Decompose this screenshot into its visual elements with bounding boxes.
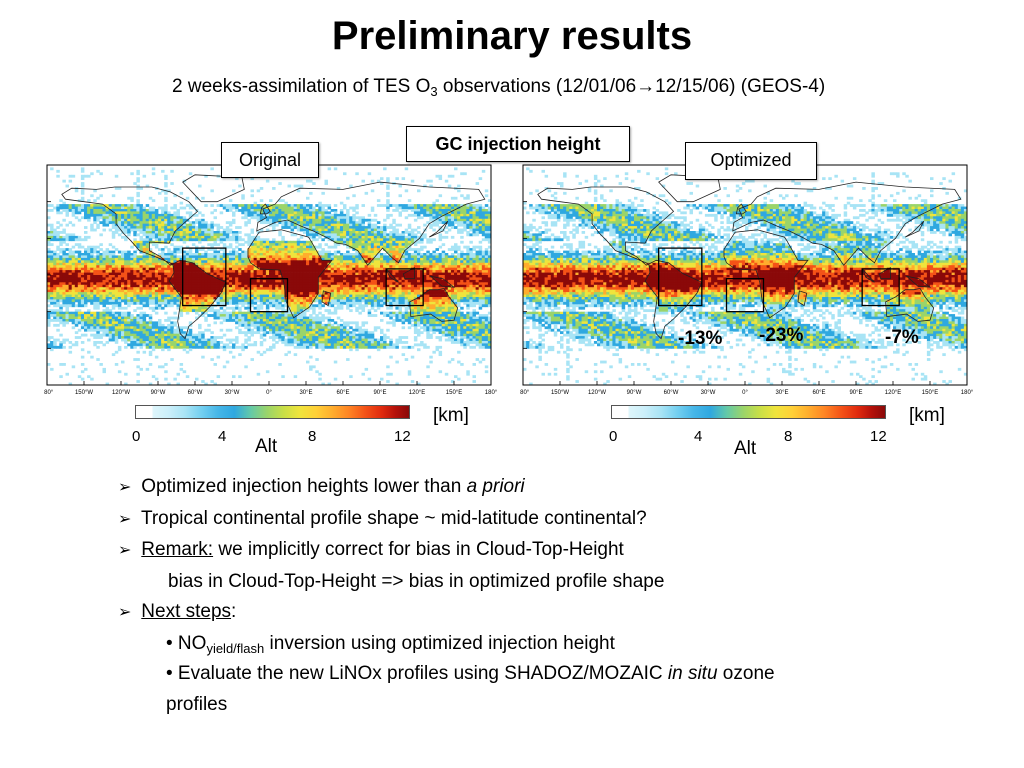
original-colorbar-tick: 0 [132, 428, 141, 445]
bullet-list: ➢ Optimized injection heights lower than… [118, 472, 998, 720]
arrow-right-icon: → [636, 76, 656, 97]
bullet-text: Optimized injection heights lower than [141, 476, 467, 497]
subtitle-subscript: 3 [430, 84, 438, 99]
original-colorbar [135, 405, 410, 419]
subtitle-text-after: 12/15/06) (GEOS-4) [655, 76, 826, 97]
original-colorbar-tick: 12 [394, 428, 411, 445]
optimized-colorbar-gradient [612, 406, 885, 418]
subtitle-text-mid: observations (12/01/06 [437, 76, 637, 97]
sub-bullet-text: NO [172, 632, 207, 654]
optimized-panel-label: Optimized [685, 142, 817, 180]
dot-bullet-icon: • [166, 663, 173, 684]
bullet-italic: a priori [466, 476, 525, 497]
dot-bullet-icon: • [166, 632, 173, 654]
original-colorbar-tick: 8 [308, 428, 317, 445]
original-map: 60°N30°N0°30°S60°S180°150°W120°W90°W60°W… [44, 163, 497, 403]
optimized-map: 60°N30°N0°30°S60°S180°150°W120°W90°W60°W… [520, 163, 973, 403]
sub-bullet-subscript: yield/flash [206, 640, 265, 656]
original-panel-label: Original [221, 142, 319, 178]
slide-title: Preliminary results [331, 14, 693, 58]
arrow-bullet-icon: ➢ [118, 542, 132, 559]
maritime-continent-change-label: -7% [885, 327, 919, 348]
sub-bullet-italic: in situ [667, 663, 718, 684]
africa-change-label: -23% [759, 325, 804, 346]
bullet-item: ➢ Remark: we implicitly correct for bias… [118, 535, 998, 567]
bullet-underlined: Next steps [141, 601, 232, 622]
sub-bullet-text: inversion using optimized injection heig… [264, 632, 615, 654]
original-colorbar-unit: [km] [433, 405, 469, 426]
sub-bullet-wrap: profiles [166, 693, 228, 715]
subtitle-text-before: 2 weeks-assimilation of TES O [172, 76, 431, 97]
arrow-bullet-icon: ➢ [118, 510, 132, 528]
bullet-item: ➢ Optimized injection heights lower than… [118, 472, 998, 504]
bullet-text: Tropical continental profile shape ~ mid… [140, 507, 647, 529]
bullet-item: ➢ Tropical continental profile shape ~ m… [118, 504, 998, 536]
optimized-map-figure: 60°N30°N0°30°S60°S180°150°W120°W90°W60°W… [520, 164, 973, 396]
optimized-colorbar-tick: 12 [870, 428, 887, 445]
bullet-text: : [231, 601, 237, 622]
original-colorbar-label: Alt [255, 436, 278, 457]
bullet-continuation: bias in Cloud-Top-Height => bias in opti… [168, 570, 665, 592]
original-colorbar-gradient [136, 406, 409, 418]
bullet-underlined: Remark: [141, 539, 214, 560]
arrow-bullet-icon: ➢ [118, 604, 132, 621]
optimized-colorbar-tick: 4 [694, 428, 703, 445]
optimized-colorbar-tick: 0 [609, 428, 618, 445]
sub-bullet-text: ozone [717, 663, 775, 684]
bullet-item: ➢ Next steps: [118, 597, 998, 629]
sub-bullet-item: • Evaluate the new LiNOx profiles using … [118, 659, 998, 690]
original-map-figure: 60°N30°N0°30°S60°S180°150°W120°W90°W60°W… [44, 164, 497, 396]
gc-injection-height-label: GC injection height [406, 126, 630, 162]
south-america-change-label: -13% [678, 328, 723, 349]
optimized-colorbar-tick: 8 [784, 428, 793, 445]
sub-bullet-text: Evaluate the new LiNOx profiles using SH… [172, 663, 668, 684]
optimized-colorbar-unit: [km] [909, 405, 945, 426]
original-colorbar-tick: 4 [218, 428, 227, 445]
arrow-bullet-icon: ➢ [118, 479, 132, 496]
sub-bullet-item: • NOyield/flash inversion using optimize… [118, 629, 998, 660]
slide-subtitle: 2 weeks-assimilation of TES O3 observati… [172, 74, 825, 100]
bullet-text: we implicitly correct for bias in Cloud-… [213, 539, 624, 560]
optimized-colorbar-label: Alt [734, 438, 757, 459]
optimized-colorbar [611, 405, 886, 419]
